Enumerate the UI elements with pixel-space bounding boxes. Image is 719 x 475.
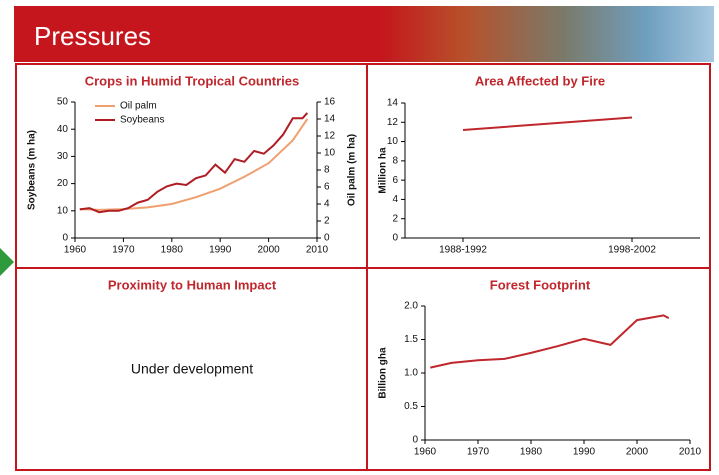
chart-title: Area Affected by Fire [475,73,605,88]
x-tick-label: 1990 [209,245,232,256]
chart-title: Forest Footprint [490,277,591,292]
chart-title: Crops in Humid Tropical Countries [85,73,300,88]
y2-axis-label: Oil palm (m ha) [347,134,358,206]
x-tick-label: 1988-1992 [439,245,487,256]
y2-tick-label: 14 [324,114,336,125]
y-tick-label: 10 [57,205,69,216]
y2-tick-label: 8 [324,165,330,176]
y-tick-label: 20 [57,178,69,189]
x-tick-label: 2010 [306,245,329,256]
y-tick-label: 14 [387,98,399,109]
y-axis-label: Million ha [378,147,389,194]
y-tick-label: 0.5 [404,401,418,412]
x-tick-label: 1960 [64,245,87,256]
x-tick-label: 1980 [161,245,184,256]
y2-tick-label: 16 [324,97,336,108]
panel-title: Proximity to Human Impact [108,277,277,292]
placeholder-text: Under development [131,361,253,377]
x-tick-label: 1990 [573,447,596,458]
header-title: Pressures [34,21,151,51]
x-tick-label: 2010 [679,447,702,458]
y-tick-label: 0 [62,233,68,244]
y-tick-label: 2 [392,213,398,224]
y-tick-label: 4 [392,194,398,205]
x-tick-label: 1970 [112,245,135,256]
y2-tick-label: 0 [324,233,330,244]
y-tick-label: 6 [392,175,398,186]
legend-label: Soybeans [120,115,164,126]
x-tick-label: 1998-2002 [608,245,656,256]
y-tick-label: 40 [57,124,69,135]
y-tick-label: 10 [387,136,399,147]
y2-tick-label: 6 [324,182,330,193]
x-tick-label: 2000 [626,447,649,458]
y-tick-label: 0 [392,233,398,244]
x-tick-label: 1980 [520,447,543,458]
y2-tick-label: 2 [324,216,330,227]
y-tick-label: 30 [57,151,69,162]
y-axis-label: Billion gha [378,347,389,399]
dashboard: Pressures Proximity to Human Impact Unde… [0,0,719,475]
y-tick-label: 1.0 [404,368,418,379]
y-axis-label: Soybeans (m ha) [27,130,38,210]
y-tick-label: 1.5 [404,334,418,345]
x-tick-label: 1960 [414,447,437,458]
y-tick-label: 2.0 [404,301,418,312]
legend-label: Oil palm [120,101,157,112]
y2-tick-label: 10 [324,148,336,159]
y-tick-label: 0 [412,435,418,446]
x-tick-label: 1970 [467,447,490,458]
x-tick-label: 2000 [257,245,280,256]
y-tick-label: 12 [387,117,399,128]
y2-tick-label: 12 [324,131,336,142]
y-tick-label: 50 [57,97,69,108]
y-tick-label: 8 [392,155,398,166]
header-photo [380,6,714,62]
y2-tick-label: 4 [324,199,330,210]
